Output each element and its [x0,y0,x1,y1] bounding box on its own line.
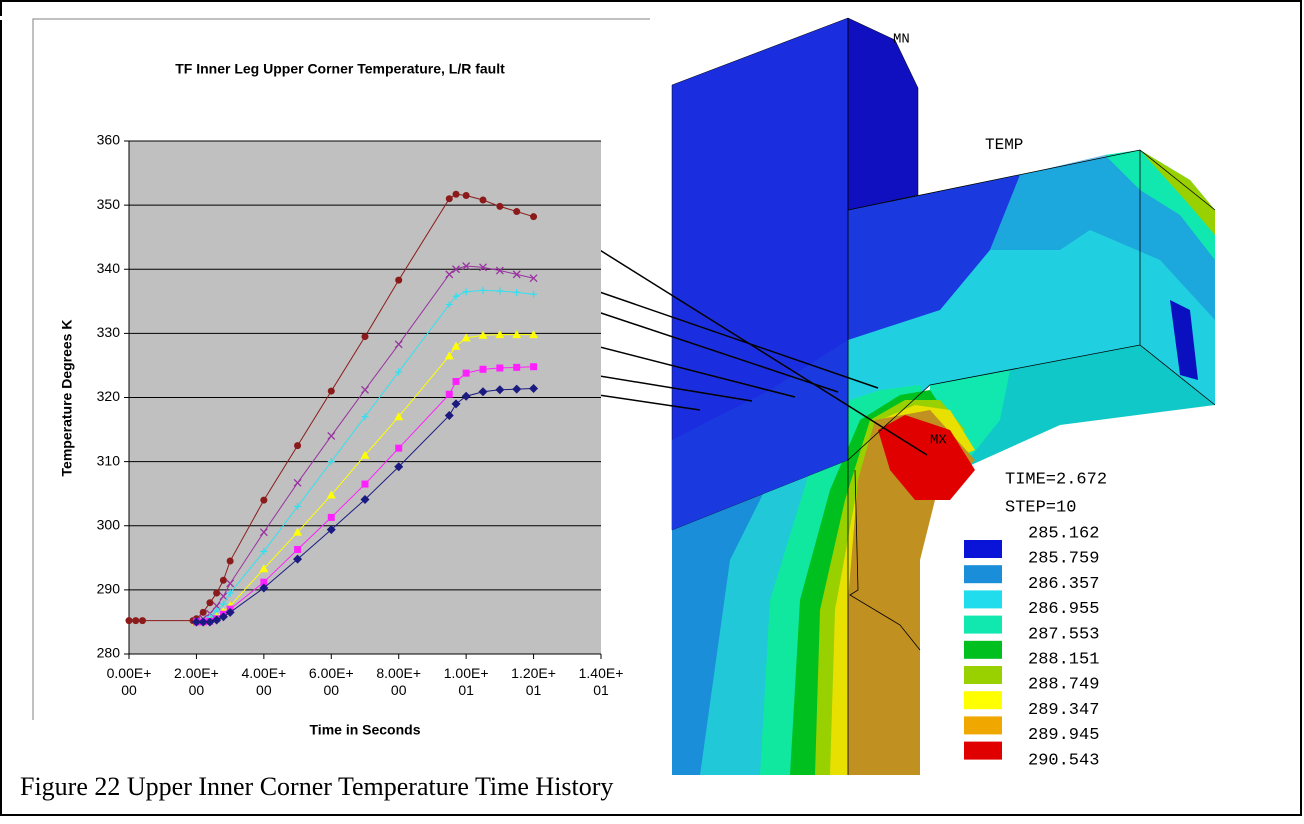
x-axis-label: Time in Seconds [310,722,421,738]
marker [362,481,369,488]
marker [227,558,234,565]
marker [530,213,537,220]
marker [294,442,301,449]
step-label: STEP=10 [1005,498,1076,517]
y-tick-label: 330 [97,324,121,340]
marker [513,208,520,215]
time-label: TIME=2.672 [1005,470,1107,489]
legend-level: 286.955 [1028,600,1099,619]
y-tick-label: 280 [97,645,121,661]
marker [328,514,335,521]
marker [530,363,537,370]
x-tick-label: 0.00E+00 [105,665,153,699]
y-tick-label: 290 [97,581,121,597]
marker [206,599,213,606]
x-tick-label: 1.20E+01 [510,665,558,699]
marker [453,378,460,385]
legend-swatch [964,540,1002,558]
y-tick-label: 340 [97,260,121,276]
y-axis-label: Temperature Degrees K [59,320,75,477]
marker [132,617,139,624]
min-label: MN [893,32,910,48]
marker [480,196,487,203]
x-tick-label: 6.00E+00 [307,665,355,699]
marker [200,609,207,616]
marker [463,370,470,377]
legend-level: 288.749 [1028,676,1099,695]
marker [126,617,133,624]
marker [213,590,220,597]
legend-level: 289.347 [1028,701,1099,720]
marker [463,192,470,199]
marker [453,191,460,198]
marker [139,617,146,624]
legend-level: 290.543 [1028,751,1099,770]
marker [395,445,402,452]
legend-level: 288.151 [1028,650,1099,669]
quantity-label: TEMP [985,136,1023,154]
legend-swatch [964,742,1002,760]
marker [496,203,503,210]
legend-level: 289.945 [1028,726,1099,745]
marker [328,388,335,395]
y-tick-label: 360 [97,132,121,148]
marker [395,277,402,284]
marker [513,364,520,371]
marker [220,577,227,584]
legend-level: 285.162 [1028,524,1099,543]
legend-swatch [964,691,1002,709]
page: {"chart_data": {"type": "line", "title":… [0,0,1304,819]
y-tick-label: 310 [97,452,121,468]
legend-level: 287.553 [1028,625,1099,644]
max-label: MX [930,433,947,449]
legend-swatch [964,641,1002,659]
marker [446,195,453,202]
marker [446,391,453,398]
y-tick-label: 300 [97,516,121,532]
x-tick-label: 1.40E+01 [577,665,625,699]
x-tick-label: 2.00E+00 [172,665,220,699]
fea-model [672,18,1215,775]
marker [496,365,503,372]
marker [362,333,369,340]
legend-swatch [964,616,1002,634]
legend-swatch [964,565,1002,583]
chart-title: TF Inner Leg Upper Corner Temperature, L… [175,61,505,77]
caption: Figure 22 Upper Inner Corner Temperature… [20,772,613,802]
figure: TF Inner Leg Upper Corner Temperature, L… [0,0,1304,819]
legend-level: 285.759 [1028,550,1099,569]
x-tick-label: 4.00E+00 [240,665,288,699]
x-tick-label: 1.00E+01 [442,665,490,699]
y-tick-label: 320 [97,388,121,404]
legend-level: 286.357 [1028,575,1099,594]
y-tick-label: 350 [97,196,121,212]
marker [260,497,267,504]
marker [294,546,301,553]
legend-swatch [964,666,1002,684]
legend-swatch [964,590,1002,608]
marker [480,366,487,373]
legend-swatch [964,716,1002,734]
x-tick-label: 8.00E+00 [375,665,423,699]
